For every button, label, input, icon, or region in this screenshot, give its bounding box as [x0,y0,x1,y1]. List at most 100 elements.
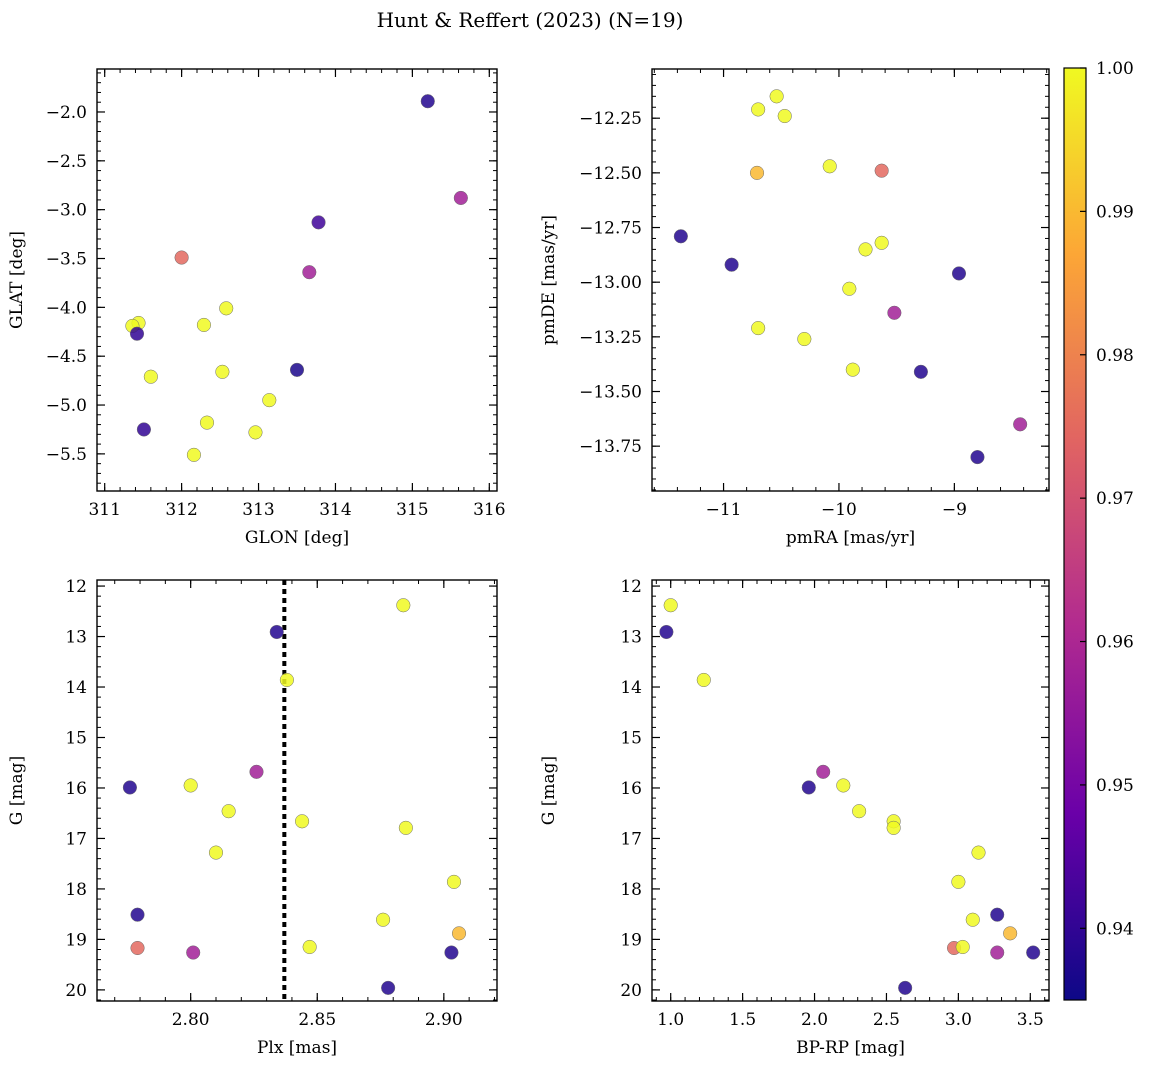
scatter-points [673,89,1028,465]
scatter-point [777,108,792,124]
scatter-point [376,912,391,927]
x-tick-label: 3.5 [1017,1010,1044,1030]
scatter-point [302,265,317,280]
y-tick-label: 20 [65,981,87,1001]
colorbar-bar [1063,67,1087,1001]
scatter-point [199,415,215,430]
scatter-point [696,672,711,687]
y-tick-label: 13 [620,628,642,648]
scatter-point [122,780,137,795]
scatter-point [951,266,967,281]
axes-frame [651,68,1050,492]
scatter-point [751,321,766,336]
scatter-point [898,980,913,995]
colorbar-tick-label: 1.00 [1096,59,1134,79]
scatter-points [125,94,468,462]
scatter-point [663,598,678,613]
y-tick-label: 15 [620,728,642,748]
scatter-point [396,598,411,613]
y-tick-label: 18 [65,880,87,900]
axes-frame [96,68,498,492]
x-tick-label: 316 [473,500,505,520]
x-tick-label: 314 [319,500,351,520]
panel-bprp-g: 1.0 1.5 2.0 2.5 3.0 3.5 12 13 14 15 16 17 18 19 20 BP-R… [539,577,1050,1058]
scatter-point [845,362,860,377]
y-tick-label: 18 [620,880,642,900]
x-tick-label: −9 [942,500,967,520]
scatter-point [858,242,873,257]
scatter-point [453,190,468,205]
scatter-point [797,331,812,347]
scatter-point [289,362,305,377]
x-tick-label: 312 [165,500,197,520]
scatter-point [130,940,145,956]
colorbar: 0.94 0.95 0.96 0.97 0.98 0.99 1.00 [1063,59,1134,1001]
x-axis-label: BP-RP [mag] [796,1038,905,1058]
scatter-point [816,764,831,779]
scatter-point [381,980,396,995]
scatter-point [1026,945,1041,960]
scatter-point [749,165,765,180]
y-tick-label: −2.0 [46,103,87,123]
scatter-point [302,939,317,955]
scatter-point [183,778,198,793]
scatter-point [1013,417,1028,432]
y-tick-label: 16 [65,779,87,799]
scatter-point [420,94,435,109]
scatter-point [955,939,970,955]
scatter-points [659,598,1041,995]
scatter-point [951,874,966,889]
x-tick-label: 311 [88,500,120,520]
y-tick-label: −13.00 [579,273,642,293]
x-tick-label: 2.5 [873,1010,900,1030]
y-tick-label: −3.5 [46,250,87,270]
y-tick-label: 15 [65,728,87,748]
y-tick-label: −13.50 [579,383,642,403]
y-axis-label: pmDE [mas/yr] [539,215,559,345]
y-tick-label: −5.5 [46,445,87,465]
scatter-point [1003,926,1018,941]
y-tick-label: 17 [620,829,642,849]
scatter-point [295,814,310,829]
scatter-point [887,305,902,320]
scatter-point [913,364,928,379]
panel-pmra-pmde: −11 −10 −9 −13.75 −13.50 −13.25 −13.00 −12.75 −1… [539,68,1050,548]
scatter-point [822,159,837,174]
scatter-point [842,281,857,296]
scatter-point [673,229,688,244]
scatter-point [269,624,284,640]
scatter-point [769,89,784,104]
y-tick-label: 19 [65,930,87,950]
y-tick-label: −12.50 [579,164,642,184]
x-axis-label: pmRA [mas/yr] [786,528,915,548]
scatter-point [990,907,1005,922]
scatter-point [444,945,459,960]
y-tick-label: 14 [65,678,87,698]
y-tick-label: −2.5 [46,152,87,172]
minor-ticks [97,69,497,491]
y-tick-label: 19 [620,930,642,950]
scatter-point [852,804,867,819]
y-tick-label: −12.75 [579,219,642,239]
y-tick-label: 16 [620,779,642,799]
scatter-point [446,874,462,889]
scatter-point [724,257,739,272]
scatter-point [196,317,211,332]
scatter-point [659,624,674,640]
scatter-point [143,369,158,384]
scatter-point [249,764,264,779]
minor-ticks [97,580,497,1001]
scatter-point [221,804,236,819]
figure-title: Hunt & Reffert (2023) (N=19) [377,8,684,32]
x-tick-label: 1.5 [729,1010,756,1030]
x-axis-label: GLON [deg] [245,528,349,548]
y-tick-label: −12.25 [579,109,642,129]
y-tick-label: 20 [620,981,642,1001]
scatter-point [215,364,230,379]
colorbar-tick-label: 0.98 [1096,346,1134,366]
x-tick-label: 315 [396,500,428,520]
x-axis-label: Plx [mas] [257,1038,337,1058]
y-tick-label: −3.0 [46,201,87,221]
x-tick-label: 2.90 [425,1010,463,1030]
x-tick-label: 2.85 [298,1010,336,1030]
